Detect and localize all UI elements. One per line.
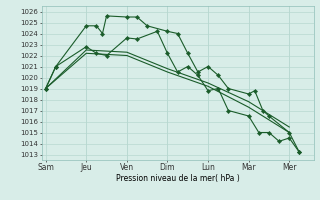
X-axis label: Pression niveau de la mer( hPa ): Pression niveau de la mer( hPa ) <box>116 174 239 183</box>
